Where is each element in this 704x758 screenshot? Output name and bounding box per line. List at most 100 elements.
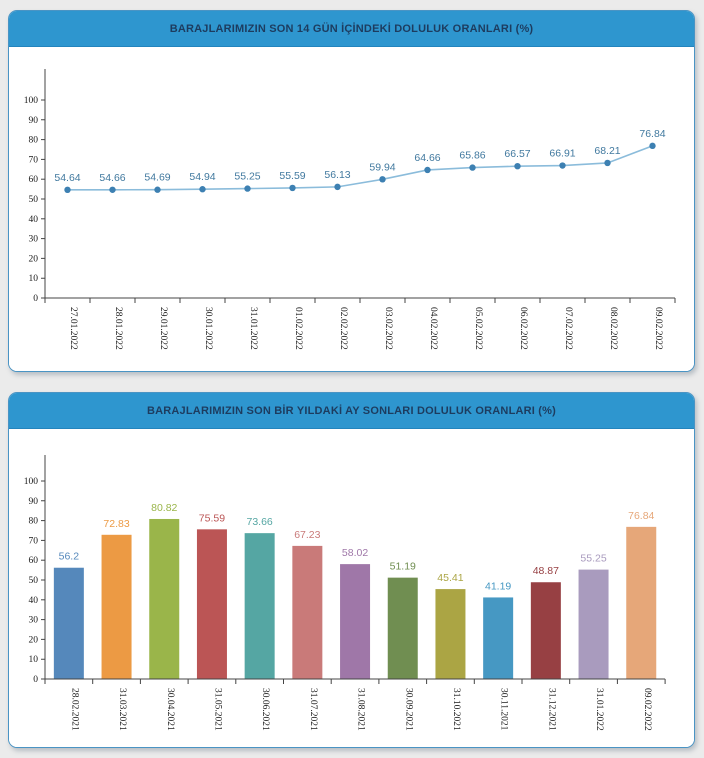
bar [101,534,132,679]
y-tick-label: 90 [29,116,39,126]
x-tick-label: 27.01.2022 [68,307,78,350]
x-tick-label: 03.02.2022 [383,307,393,350]
bar [530,582,561,679]
value-label: 55.25 [234,171,260,183]
data-point [604,159,611,167]
x-tick-label: 30.01.2022 [203,307,213,350]
value-label: 59.94 [369,161,395,173]
data-point [289,184,296,192]
value-label: 64.66 [414,152,440,164]
value-label: 76.84 [628,510,654,522]
value-label: 41.19 [485,580,511,592]
value-label: 72.83 [103,518,129,530]
bar [578,569,609,679]
x-tick-label: 29.01.2022 [158,307,168,350]
y-tick-label: 40 [29,596,39,606]
data-point [649,142,656,150]
x-tick-label: 30.09.2021 [403,688,413,731]
y-tick-label: 60 [29,556,39,566]
x-tick-label: 09.02.2022 [653,307,663,350]
y-tick-label: 10 [29,655,39,665]
x-tick-label: 09.02.2022 [642,688,652,731]
value-label: 54.69 [144,172,170,184]
value-label: 54.94 [189,171,215,183]
x-tick-label: 02.02.2022 [338,307,348,350]
bar [626,526,657,679]
x-tick-label: 05.02.2022 [473,307,483,350]
bar [196,529,227,679]
y-tick-label: 80 [29,136,39,146]
value-label: 55.25 [580,553,606,565]
y-tick-label: 10 [29,274,39,284]
y-tick-label: 30 [29,235,39,245]
line-chart-panel: BARAJLARIMIZIN SON 14 GÜN İÇİNDEKİ DOLUL… [8,10,695,372]
bar [483,597,514,679]
data-point [64,186,71,194]
bar-chart-area: 0 10 20 30 40 50 60 70 80 90 100 28.02.2021 31.03.20… [9,429,694,747]
bar [435,589,466,679]
y-tick-label: 30 [29,616,39,626]
data-point [199,186,206,193]
data-point [154,186,161,193]
line-chart-title: BARAJLARIMIZIN SON 14 GÜN İÇİNDEKİ DOLUL… [169,22,534,35]
bar-chart-panel: BARAJLARIMIZIN SON BİR YILDAKİ AY SONLAR… [8,392,695,748]
y-tick-label: 20 [29,254,39,264]
bar [292,545,323,679]
bar [340,564,371,679]
x-tick-label: 31.03.2021 [117,688,127,731]
y-tick-label: 60 [29,175,39,185]
data-point [334,183,341,191]
data-point [379,176,386,183]
data-point [514,162,521,170]
x-tick-label: 04.02.2022 [428,307,438,350]
value-label: 65.86 [459,150,485,162]
x-tick-label: 01.02.2022 [293,307,303,350]
bar-chart-header: BARAJLARIMIZIN SON BİR YILDAKİ AY SONLAR… [9,393,694,429]
y-tick-label: 70 [29,536,39,546]
y-tick-label: 0 [33,675,38,685]
value-label: 80.82 [151,502,177,514]
value-label: 68.21 [594,145,620,157]
line-chart-svg: 0 10 20 30 40 50 60 70 80 90 100 27.01.2022 28.01.20… [24,69,676,350]
value-label: 56.13 [324,169,350,181]
x-tick-label: 31.08.2021 [356,688,366,731]
bar [53,567,84,679]
data-point [244,185,251,192]
x-tick-label: 31.12.2021 [546,688,556,731]
y-tick-label: 50 [29,195,39,205]
y-tick-label: 50 [29,576,39,586]
x-tick-label: 08.02.2022 [608,307,618,350]
data-point [469,164,476,171]
y-tick-label: 100 [24,96,39,106]
x-tick-label: 31.01.2022 [594,688,604,731]
x-tick-label: 31.07.2021 [308,688,318,731]
line-chart-area: 0 10 20 30 40 50 60 70 80 90 100 27.01.2022 28.01.20… [9,47,694,371]
value-label: 58.02 [342,547,368,559]
x-tick-label: 30.04.2021 [165,688,175,731]
bar [387,577,418,679]
data-point [424,166,431,174]
bar [149,518,180,679]
x-tick-label: 31.05.2021 [212,688,222,731]
y-tick-label: 80 [29,517,39,527]
value-label: 75.59 [199,512,225,524]
x-tick-label: 07.02.2022 [563,307,573,350]
value-label: 45.41 [437,572,463,584]
x-tick-label: 30.06.2021 [260,688,270,731]
value-label: 54.66 [99,172,125,184]
y-tick-label: 70 [29,155,39,165]
y-tick-label: 40 [29,215,39,225]
y-tick-label: 0 [33,294,38,304]
line-chart-header: BARAJLARIMIZIN SON 14 GÜN İÇİNDEKİ DOLUL… [9,11,694,47]
value-label: 66.91 [549,148,575,160]
data-line [67,145,653,191]
value-label: 54.64 [54,172,80,184]
y-tick-label: 90 [29,497,39,507]
data-point [559,162,566,169]
value-label: 48.87 [533,565,559,577]
x-tick-label: 28.01.2022 [113,307,123,350]
value-label: 67.23 [294,529,320,541]
value-label: 76.84 [639,128,665,140]
x-tick-label: 06.02.2022 [518,307,528,350]
x-tick-label: 30.11.2021 [499,688,509,731]
